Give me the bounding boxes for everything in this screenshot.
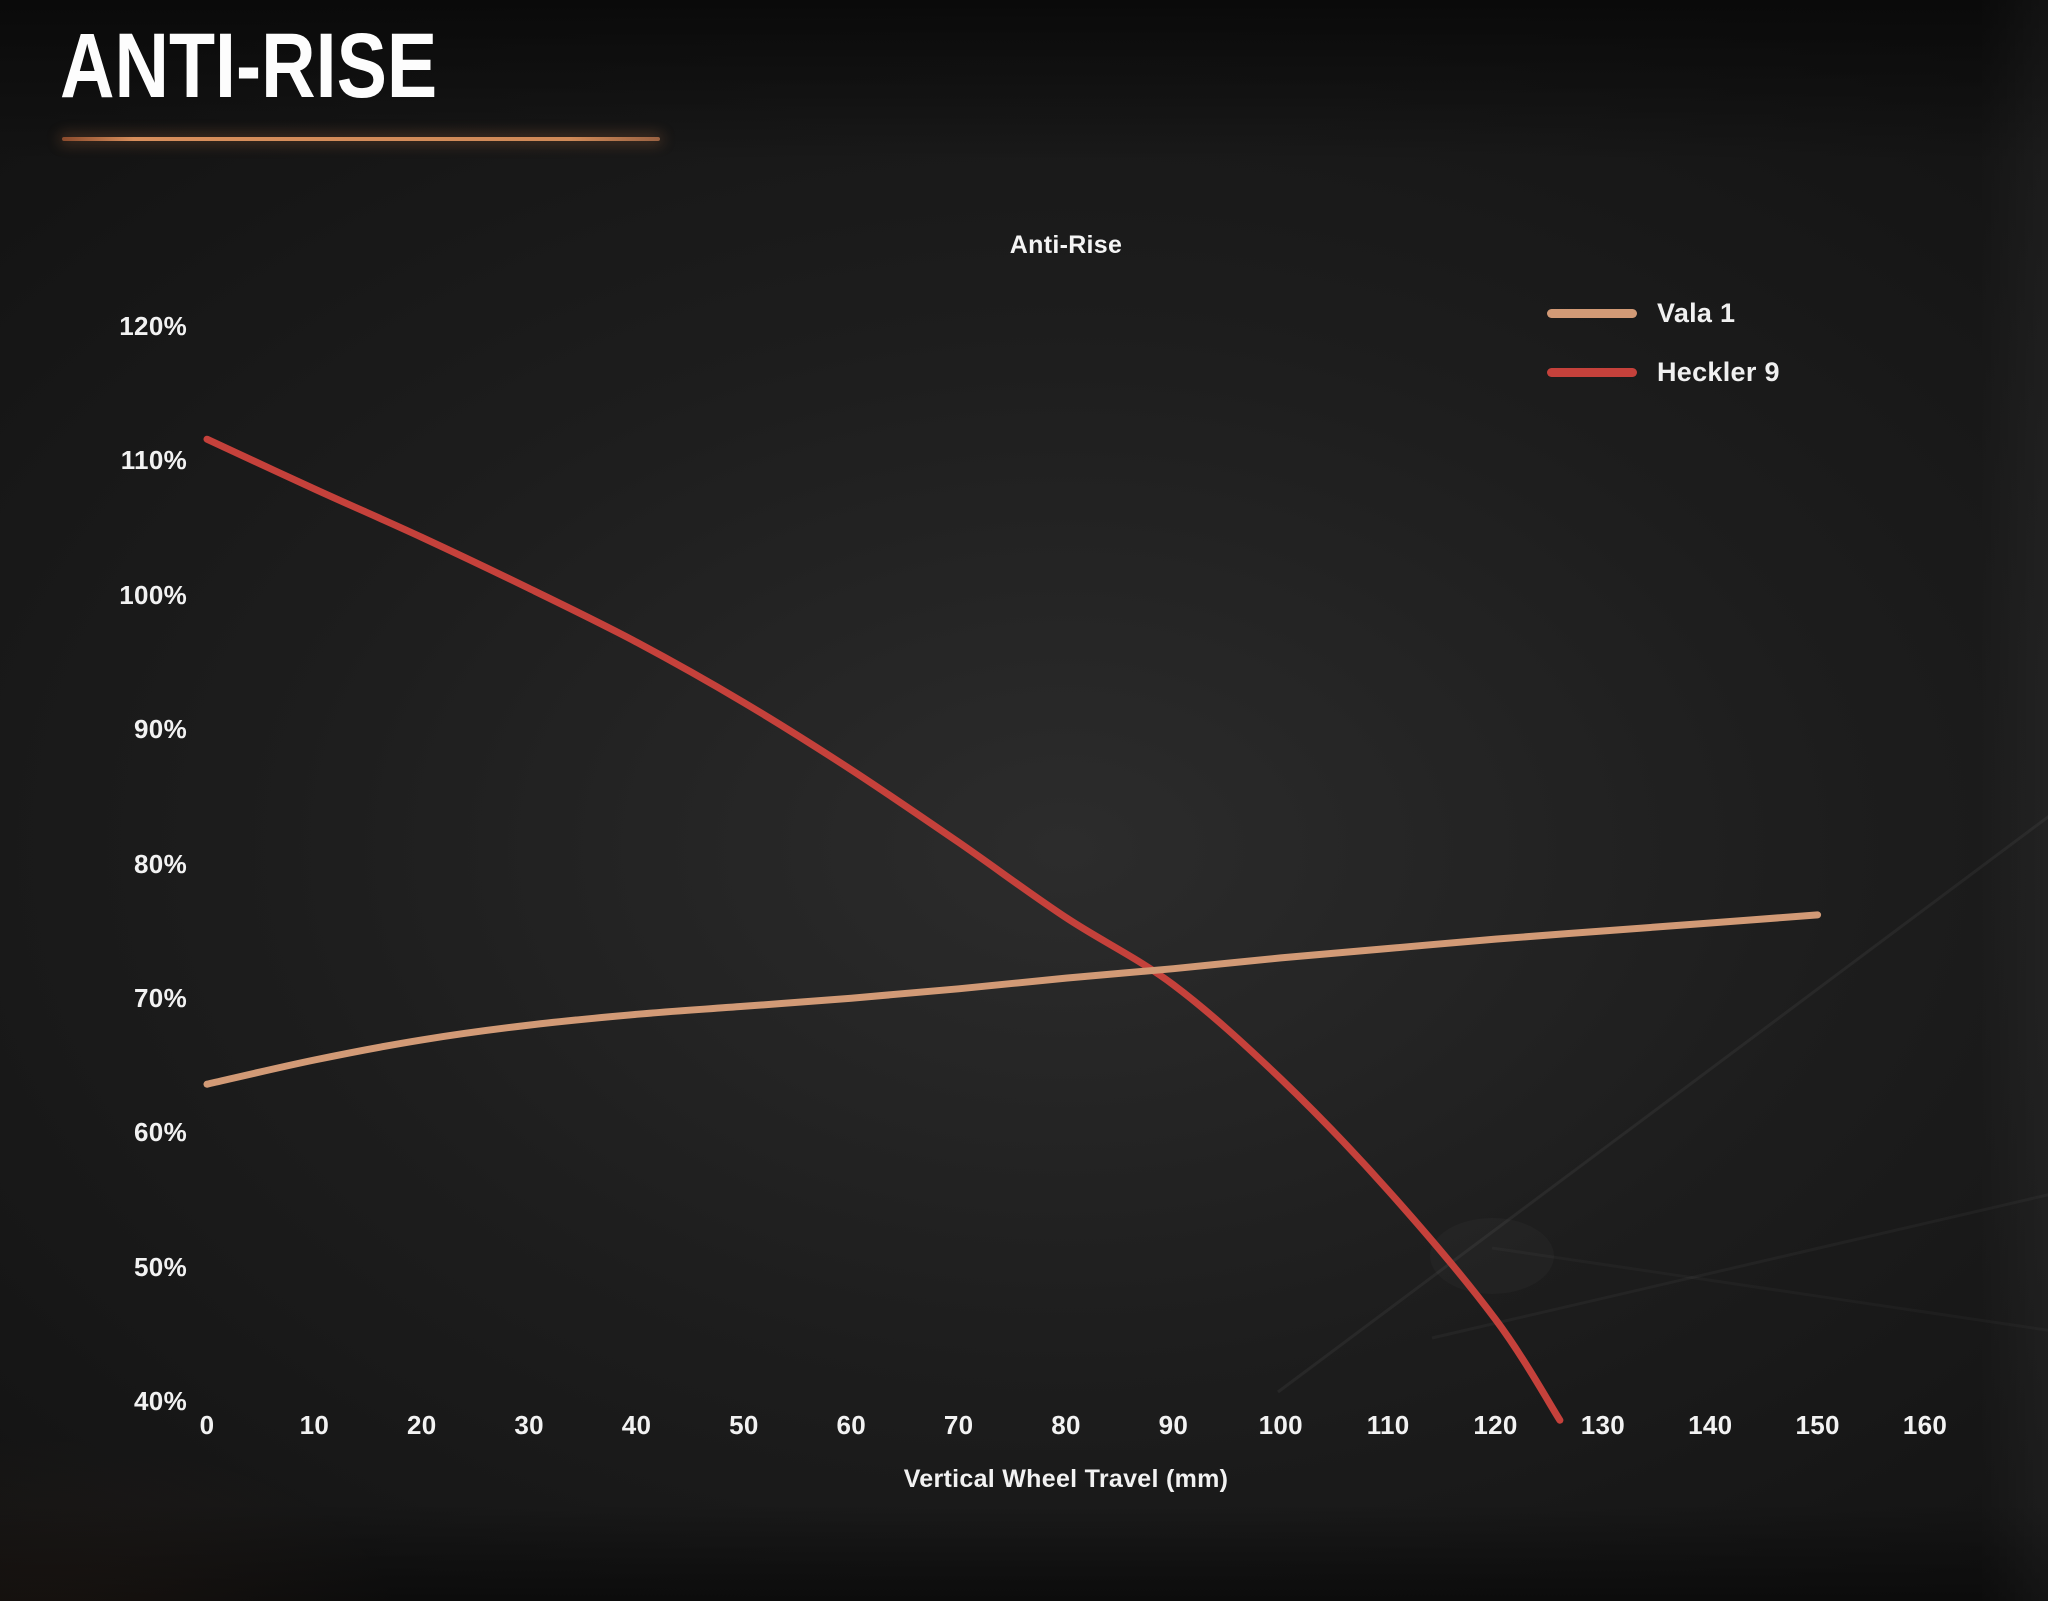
y-tick-60: 60% (134, 1117, 187, 1148)
x-tick-140: 140 (1688, 1410, 1733, 1440)
series-line-heckler-9 (203, 435, 1564, 1424)
x-tick-90: 90 (1158, 1410, 1189, 1440)
chart-curves (203, 435, 1822, 1424)
x-tick-60: 60 (836, 1410, 867, 1440)
x-tick-20: 20 (406, 1410, 437, 1440)
legend-label-heckler-9: Heckler 9 (1657, 356, 1780, 387)
x-axis-title: Vertical Wheel Travel (mm) (903, 1465, 1229, 1493)
x-tick-10: 10 (299, 1410, 330, 1440)
y-tick-40: 40% (134, 1386, 187, 1416)
x-tick-110: 110 (1366, 1410, 1410, 1440)
x-tick-50: 50 (729, 1410, 759, 1440)
x-tick-70: 70 (943, 1410, 974, 1440)
legend-item-heckler-9: Heckler 9 (1547, 355, 1780, 389)
y-tick-70: 70% (134, 982, 187, 1013)
x-tick-160: 160 (1902, 1410, 1948, 1440)
chart-title: Anti-Rise (1009, 231, 1123, 259)
background-bike-silhouette (1277, 815, 2048, 1394)
y-tick-100: 100% (119, 579, 187, 610)
y-tick-90: 90% (134, 714, 187, 745)
legend-swatch-vala-1 (1547, 308, 1637, 318)
x-tick-120: 120 (1473, 1410, 1518, 1440)
legend-swatch-heckler-9 (1547, 367, 1637, 377)
x-tick-150: 150 (1795, 1410, 1840, 1440)
series-line-vala-1 (203, 911, 1822, 1088)
y-tick-110: 110% (120, 445, 187, 476)
x-tick-40: 40 (621, 1410, 652, 1440)
y-tick-120: 120% (119, 311, 187, 341)
chart-legend: Vala 1 Heckler 9 (1547, 296, 1780, 414)
x-tick-100: 100 (1258, 1410, 1303, 1440)
x-tick-130: 130 (1580, 1410, 1626, 1440)
y-tick-80: 80% (134, 848, 187, 879)
page-title: ANTI-RISE (60, 15, 438, 117)
x-tick-0: 0 (199, 1410, 215, 1440)
legend-label-vala-1: Vala 1 (1657, 297, 1736, 328)
title-underline-accent (62, 137, 660, 141)
x-tick-30: 30 (514, 1410, 544, 1440)
y-tick-50: 50% (134, 1251, 187, 1282)
x-tick-80: 80 (1051, 1410, 1081, 1440)
legend-item-vala-1: Vala 1 (1547, 296, 1780, 330)
